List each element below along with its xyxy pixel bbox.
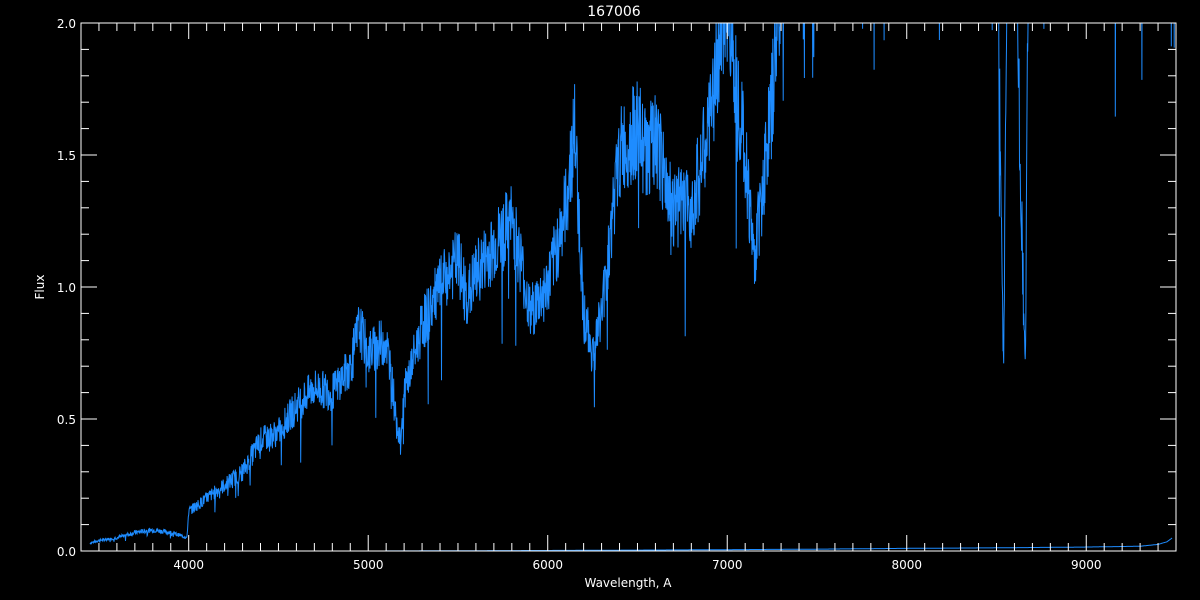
y-tick-label: 1.5	[57, 149, 76, 163]
x-tick-label: 7000	[712, 558, 743, 572]
y-tick-label: 1.0	[57, 281, 76, 295]
x-tick-label: 9000	[1071, 558, 1102, 572]
y-tick-label: 2.0	[57, 17, 76, 31]
y-tick-label: 0.5	[57, 413, 76, 427]
chart-title: 167006	[587, 4, 641, 20]
x-tick-label: 8000	[891, 558, 922, 572]
x-axis-label: Wavelength, A	[584, 576, 672, 590]
y-tick-label: 0.0	[57, 545, 76, 559]
series-layer	[89, 23, 1175, 551]
x-tick-label: 5000	[353, 558, 384, 572]
x-tick-label: 6000	[532, 558, 563, 572]
axis-ticks: 4000 5000 6000 7000 8000 9000 0.0 0.5 1.0 1.5 2.0	[57, 17, 1176, 572]
y-axis-label: Flux	[33, 275, 47, 300]
flux-series-line	[89, 23, 1175, 545]
x-tick-label: 4000	[173, 558, 204, 572]
error-series-line	[188, 537, 1173, 551]
